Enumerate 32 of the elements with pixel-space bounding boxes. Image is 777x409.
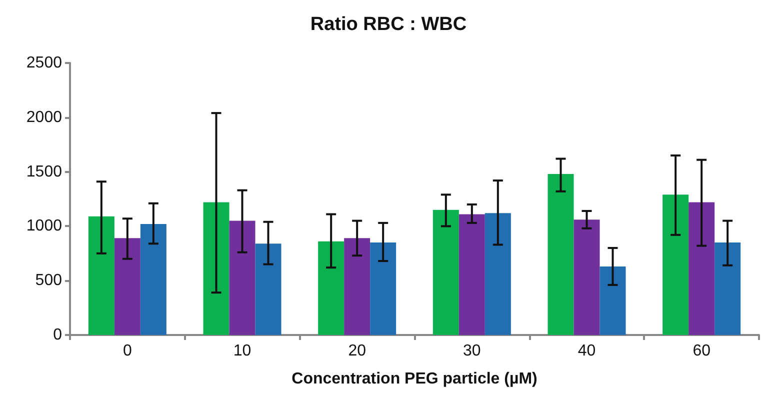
bar — [370, 242, 396, 335]
bar — [140, 224, 166, 335]
bar — [203, 202, 230, 335]
bar — [662, 194, 689, 335]
y-tick-label: 2500 — [26, 54, 62, 72]
x-axis-title: Concentration PEG particle (µM) — [292, 370, 538, 388]
x-tick-label: 10 — [233, 342, 252, 360]
bar — [88, 216, 114, 335]
x-tick-label: 20 — [348, 342, 366, 360]
y-tick-label: 500 — [35, 272, 62, 290]
x-tick-label: 30 — [463, 342, 481, 360]
bar — [714, 242, 741, 335]
bar — [318, 241, 344, 335]
bar — [574, 220, 600, 335]
x-tick-label: 40 — [578, 342, 596, 360]
bar — [548, 174, 574, 335]
bar — [344, 238, 370, 335]
bar — [484, 213, 511, 335]
bar — [255, 244, 282, 335]
y-tick-label: 1000 — [26, 218, 62, 235]
chart-title: Ratio RBC : WBC — [310, 14, 467, 35]
x-tick-label: 60 — [692, 342, 711, 360]
bar — [229, 220, 256, 335]
y-tick-label: 1500 — [26, 163, 62, 180]
bar — [114, 238, 140, 335]
bar — [688, 202, 715, 335]
bar — [600, 266, 626, 335]
y-tick-label: 2000 — [26, 108, 62, 126]
bar — [458, 214, 485, 335]
y-tick-label: 0 — [53, 326, 62, 344]
bar — [432, 210, 459, 335]
x-tick-label: 0 — [122, 342, 132, 360]
